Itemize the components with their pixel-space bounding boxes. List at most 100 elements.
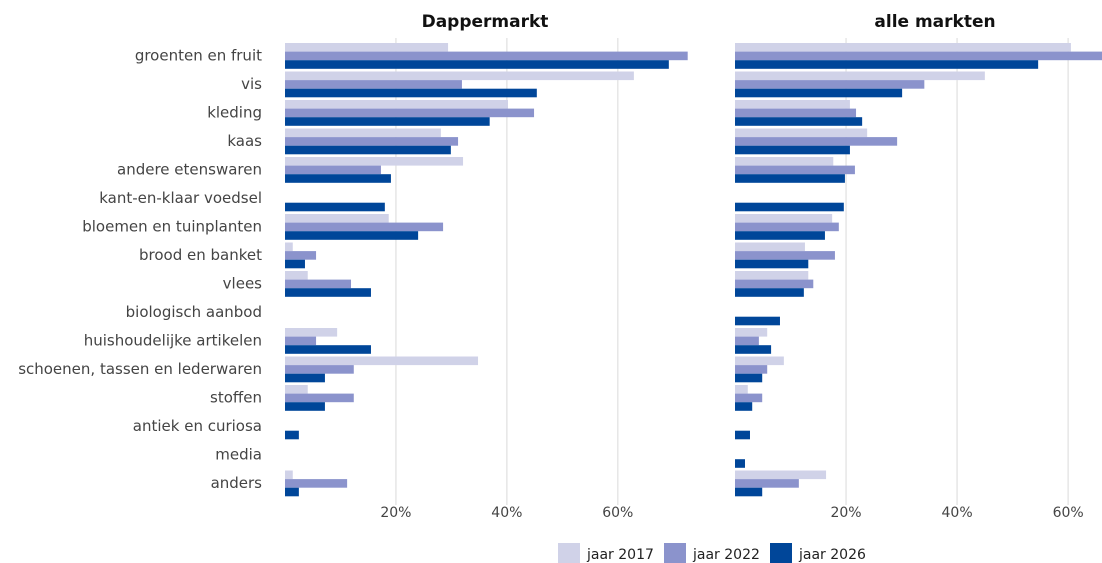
bar	[735, 459, 745, 468]
bar	[285, 174, 391, 183]
bar	[285, 128, 441, 138]
bar	[735, 117, 863, 126]
bar	[735, 328, 768, 337]
bar	[285, 88, 537, 98]
bar	[735, 71, 985, 81]
panel-title: Dappermarkt	[422, 12, 549, 32]
category-label: kaas	[227, 132, 262, 150]
bar	[735, 100, 850, 109]
x-tick-label: 20%	[380, 505, 411, 521]
bar	[735, 288, 804, 297]
bar	[285, 43, 449, 52]
bar	[285, 479, 348, 488]
bar	[735, 145, 850, 155]
bar	[735, 316, 780, 326]
bar	[285, 231, 419, 240]
bar	[285, 145, 451, 155]
bar	[735, 393, 763, 403]
bar	[735, 43, 1071, 52]
bar	[285, 385, 308, 394]
bar	[285, 108, 535, 118]
category-label: kant-en-klaar voedsel	[99, 189, 262, 207]
bar	[285, 242, 293, 252]
category-label: schoenen, tassen en lederwaren	[18, 360, 262, 378]
bar	[735, 345, 772, 354]
bar	[735, 487, 763, 497]
bar	[285, 345, 371, 354]
category-label: stoffen	[210, 388, 262, 406]
bar	[735, 251, 835, 260]
bar	[285, 279, 352, 289]
legend-label: jaar 2022	[692, 547, 760, 563]
bar	[735, 214, 833, 223]
bar	[735, 365, 768, 374]
category-label: vis	[241, 75, 262, 93]
bar	[285, 202, 385, 212]
bar	[285, 470, 293, 480]
bar	[735, 356, 784, 366]
bar	[735, 137, 898, 146]
bar	[285, 288, 371, 297]
bar	[285, 430, 299, 440]
x-tick-label: 40%	[491, 505, 522, 521]
legend-label: jaar 2026	[798, 547, 866, 563]
legend-swatch	[558, 543, 580, 563]
bar	[285, 356, 479, 366]
category-label: biologisch aanbod	[126, 303, 262, 321]
bar	[735, 165, 855, 175]
bar	[735, 430, 750, 440]
bar	[735, 279, 814, 289]
panel-title: alle markten	[874, 12, 995, 32]
bar	[735, 479, 799, 488]
category-label: antiek en curiosa	[133, 417, 262, 435]
legend-swatch	[770, 543, 792, 563]
bar	[735, 60, 1039, 69]
category-label: brood en banket	[139, 246, 262, 264]
legend-swatch	[664, 543, 686, 563]
bar	[285, 80, 462, 89]
bar	[285, 393, 354, 403]
bar	[735, 128, 868, 138]
bar	[735, 202, 844, 212]
bar	[735, 88, 903, 98]
category-label: bloemen en tuinplanten	[82, 217, 262, 235]
bar	[285, 51, 688, 61]
bar	[285, 157, 464, 166]
bar	[735, 271, 809, 280]
bar	[735, 51, 1102, 61]
bar	[735, 108, 857, 118]
bar	[735, 385, 748, 394]
bar	[735, 80, 925, 89]
bar	[285, 373, 325, 383]
category-label: groenten en fruit	[135, 46, 262, 64]
bar	[285, 222, 444, 232]
bar	[285, 60, 669, 69]
bar	[285, 251, 317, 260]
bar	[285, 271, 308, 280]
bar	[285, 117, 490, 126]
bar	[285, 336, 317, 346]
bar	[285, 259, 305, 269]
x-tick-label: 40%	[942, 505, 973, 521]
category-label: huishoudelijke artikelen	[84, 331, 262, 349]
bar	[285, 214, 389, 223]
x-tick-label: 20%	[830, 505, 861, 521]
bar	[285, 100, 508, 109]
bar	[735, 336, 759, 346]
bar	[735, 259, 809, 269]
legend-label: jaar 2017	[586, 547, 654, 563]
bar	[285, 137, 459, 146]
bar	[735, 222, 839, 232]
bar	[285, 71, 634, 81]
bar	[735, 174, 845, 183]
x-tick-label: 60%	[1053, 505, 1084, 521]
bar	[735, 402, 753, 411]
bar	[735, 157, 834, 166]
category-label: kleding	[207, 103, 262, 121]
bar	[735, 470, 827, 480]
bar	[735, 242, 805, 252]
bar	[285, 487, 299, 497]
bar	[735, 373, 763, 383]
